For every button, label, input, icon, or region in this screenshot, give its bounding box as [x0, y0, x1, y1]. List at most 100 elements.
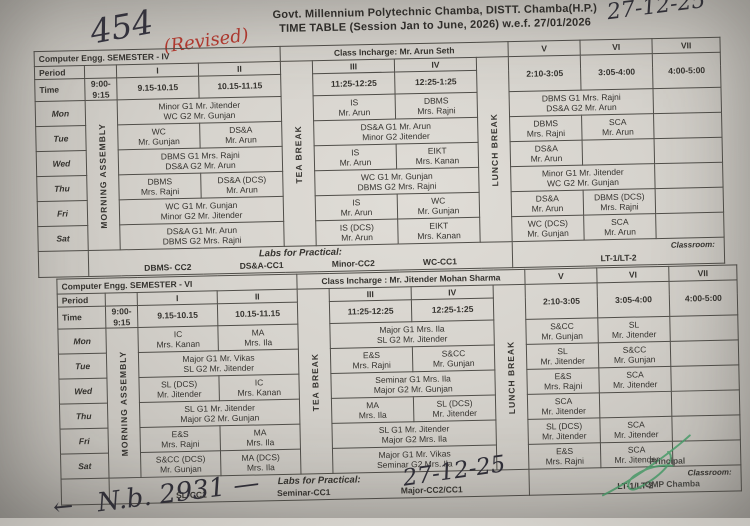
teacher-label: Mr. Jitender	[612, 379, 658, 391]
handwritten-date-top-right: 27-12-25	[605, 0, 707, 26]
period-cell	[670, 364, 740, 392]
teacher-label	[673, 402, 738, 414]
period-header: VII	[651, 37, 721, 54]
teacher-label: SL G2 Mr. Jitender	[376, 333, 448, 345]
time-header: 11:25-12:25	[329, 299, 412, 324]
classroom-cell: Classroom: LT-1/LT-2	[512, 237, 725, 268]
teacher-label: Minor G2 Jitender	[362, 130, 430, 143]
teacher-label: DBMS G2 Mrs. Rajni	[162, 234, 242, 247]
teacher-label	[655, 100, 720, 112]
period-cell: DS&A G1 Mr. Arun Minor G2 Jitender	[313, 117, 479, 146]
teacher-label: Mrs. Ila	[244, 337, 273, 348]
time-row-label: Time	[34, 78, 86, 102]
period-cell: Major G1 Mr. Vikas SL G2 Mr. Jitender	[138, 349, 299, 378]
day-label: Wed	[58, 378, 108, 405]
teacher-label: Mr. Gunjan	[432, 357, 475, 369]
teacher-label: Mrs. Rajni	[543, 380, 583, 392]
teacher-label: WC G2 Mr. Gunjan	[163, 109, 236, 122]
lab-item: DBMS- CC2	[144, 261, 192, 273]
assembly-time: 9:00-9:15	[84, 77, 118, 101]
blank-cell	[84, 64, 117, 79]
teacher-label: Mrs. Rajni	[600, 201, 639, 213]
period-cell: S&CC Mr. Gunjan	[412, 345, 495, 372]
day-label: Thu	[59, 403, 108, 430]
teacher-label: Major G2 Mr. Gunjan	[373, 383, 453, 396]
time-header: 4:00-5:00	[652, 52, 722, 89]
teacher-label: Major G2 Mr. Gunjan	[180, 412, 260, 425]
period-cell: MA Mrs. Ila	[217, 324, 299, 351]
period-cell: DBMS G1 Mrs. Rajni DS&A G2 Mr. Arun	[118, 146, 283, 175]
teacher-label	[655, 125, 720, 137]
lunch-break-band: LUNCH BREAK	[493, 284, 529, 470]
subject-label: DBMS (DCS)	[593, 190, 645, 202]
time-header: 3:05-4:00	[580, 53, 654, 91]
period-cell: IS Mr. Arun	[315, 194, 398, 221]
lab-item: WC-CC1	[422, 255, 458, 267]
period-cell: DS&A Mr. Arun	[199, 121, 283, 149]
teacher-label: Mr. Jitender	[611, 329, 657, 341]
teacher-label	[656, 150, 721, 162]
period-row-label: Period	[34, 65, 85, 80]
period-cell	[653, 112, 723, 139]
day-label: Thu	[36, 175, 88, 202]
time-header: 2:10-3:05	[508, 55, 582, 92]
period-cell	[669, 314, 739, 342]
period-cell: DBMS (DCS) Mrs. Rajni	[583, 188, 656, 216]
teacher-label: Mrs. Rajni	[417, 105, 456, 117]
period-header: VII	[668, 264, 738, 282]
period-cell: DBMS Mrs. Rajni	[509, 115, 583, 142]
period-row-label: Period	[57, 293, 106, 308]
period-cell: SL (DCS) Mr. Jitender	[527, 417, 601, 445]
teacher-label: Minor G2 Mr. Jitender	[160, 209, 243, 222]
teacher-label: Mr. Arun	[531, 203, 564, 214]
period-cell: WC G1 Mr. Gunjan Minor G2 Mr. Jitender	[119, 196, 284, 225]
teacher-label	[657, 200, 722, 212]
teacher-label: SL G2 Mr. Jitender	[183, 362, 255, 375]
day-label: Mon	[35, 100, 86, 127]
day-label: Wed	[36, 150, 87, 177]
time-header: 10.15-11.15	[198, 74, 282, 99]
principal-signature	[601, 434, 691, 497]
period-cell: MA Mrs. Ila	[219, 424, 301, 451]
period-cell: SL Mr. Jitender	[526, 342, 599, 370]
period-header: VI	[580, 38, 653, 56]
time-header: 9.15-10.15	[116, 76, 200, 100]
teacher-label	[584, 151, 653, 163]
teacher-label: Mr. Arun	[340, 207, 373, 218]
teacher-label: Mr. Arun	[226, 184, 258, 196]
lab-item: Minor-CC2	[331, 257, 375, 269]
teacher-label: Mrs. Rajni	[545, 455, 585, 467]
teacher-label: Mr. Arun	[602, 126, 634, 138]
period-cell: SCA Mr. Arun	[583, 213, 657, 241]
teacher-label	[672, 352, 737, 364]
period-cell: E&S Mrs. Rajni	[526, 367, 600, 395]
time-header: 9.15-10.15	[137, 303, 218, 328]
period-cell: IC Mrs. Kanan	[218, 374, 300, 401]
period-cell: IS Mr. Arun	[314, 144, 397, 171]
teacher-label: Mrs. Rajni	[140, 186, 180, 197]
blank-cell	[38, 250, 89, 278]
period-cell: DBMS G1 Mrs. Rajni DS&A G2 Mr. Arun	[509, 88, 654, 117]
teacher-label	[656, 175, 721, 187]
day-label: Tue	[58, 353, 107, 380]
period-cell: E&S Mrs. Rajni	[528, 442, 601, 470]
teacher-label: Mrs. Rajni	[526, 127, 566, 139]
teacher-label: WC G2 Mr. Gunjan	[546, 176, 619, 189]
period-cell: IC Mrs. Kanan	[137, 325, 219, 353]
period-cell: MA Mrs. Ila	[331, 396, 414, 424]
period-cell: WC G1 Mr. Gunjan DBMS G2 Mrs. Rajni	[314, 167, 480, 196]
period-cell: DBMS Mrs. Rajni	[118, 173, 202, 200]
time-header: 12:25-1:25	[411, 298, 494, 322]
period-cell: Major G1 Mrs. Ila SL G2 Mr. Jitender	[329, 320, 495, 349]
period-cell: DS&A Mr. Arun	[510, 140, 583, 167]
teacher-label: Mrs. Ila	[246, 437, 275, 448]
teacher-label: Mr. Jitender	[156, 388, 202, 400]
period-cell: SL Mr. Jitender	[597, 316, 671, 343]
teacher-label: Mrs. Kanan	[415, 155, 460, 167]
assembly-time: 9:00-9:15	[105, 305, 138, 329]
period-cell: DS&A Mr. Arun	[511, 190, 584, 217]
period-cell: E&S Mrs. Rajni	[139, 425, 221, 453]
period-cell	[582, 138, 655, 166]
teacher-label: Mr. Gunjan	[613, 354, 656, 366]
